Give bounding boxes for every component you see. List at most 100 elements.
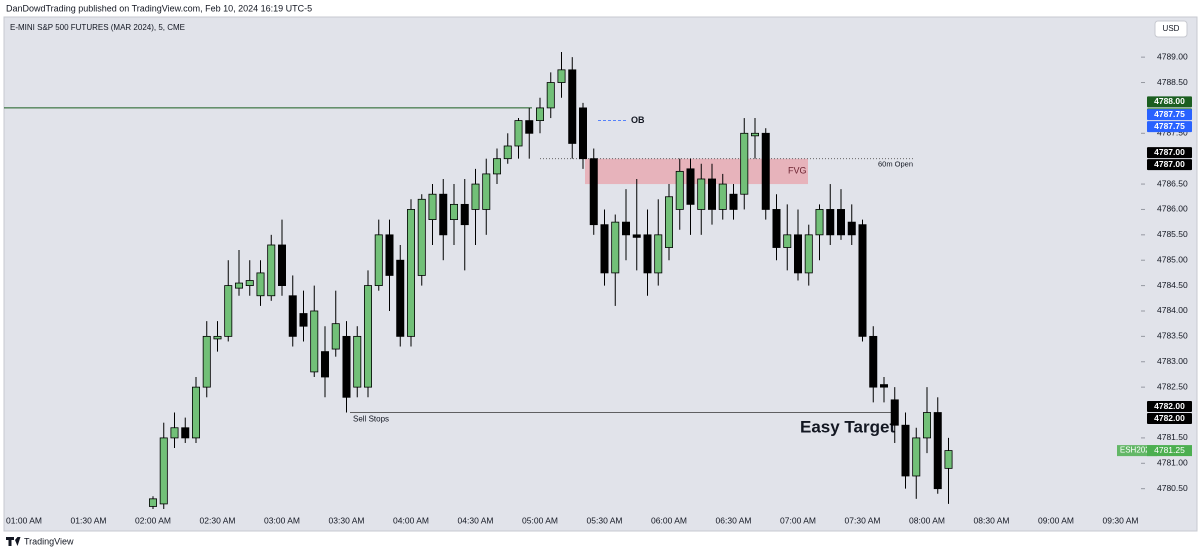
publisher-note: DanDowdTrading published on TradingView.… (6, 3, 312, 13)
y-tick-label: 4786.50 (1157, 178, 1188, 188)
candle-body (632, 234, 641, 238)
candle-body (697, 178, 706, 210)
candle-body (310, 310, 319, 373)
candle-body (665, 196, 674, 248)
y-tick-label: 4784.00 (1157, 305, 1188, 315)
price-label: 4788.00 (1154, 96, 1185, 106)
x-tick-label: 07:00 AM (780, 515, 816, 525)
candle-body (245, 280, 254, 286)
plot-background (4, 17, 1197, 531)
candle-body (740, 132, 749, 195)
price-label-box (1147, 401, 1192, 413)
plot-border (3, 16, 1198, 532)
candle-body (912, 437, 921, 477)
candle-body (579, 107, 588, 160)
candle-body (224, 285, 233, 337)
y-tick-label: 4785.00 (1157, 254, 1188, 264)
fvg-label: FVG (788, 166, 807, 176)
y-tick-label: 4788.50 (1157, 77, 1188, 87)
candle-body (159, 437, 168, 505)
price-label-box (1147, 121, 1192, 133)
x-tick-label: 05:30 AM (587, 515, 623, 525)
candle-body (708, 178, 717, 210)
candle-body (396, 259, 405, 337)
price-label: 4787.75 (1154, 109, 1185, 119)
candle-body (299, 313, 308, 327)
candle-body (406, 209, 415, 337)
x-tick-label: 06:00 AM (651, 515, 687, 525)
candle-body (880, 384, 889, 388)
candle-body (923, 412, 932, 439)
last-price-name: ESH2024 (1120, 446, 1155, 455)
candle-body (417, 198, 426, 276)
last-price-box (1147, 445, 1192, 457)
y-tick-label: 4786.00 (1157, 204, 1188, 214)
sell-stops-label: Sell Stops (353, 415, 389, 424)
candle-body (374, 234, 383, 286)
candle-body (611, 221, 620, 274)
candle-body (492, 158, 501, 175)
candle-body (729, 193, 738, 210)
x-tick-label: 01:30 AM (71, 515, 107, 525)
candle-body (331, 323, 340, 350)
x-tick-label: 05:00 AM (522, 515, 558, 525)
candle-body (320, 351, 329, 378)
x-tick-label: 08:30 AM (974, 515, 1010, 525)
logo-mark (6, 537, 21, 546)
candle-body (525, 120, 534, 134)
x-tick-label: 01:00 AM (6, 515, 42, 525)
candle-body (751, 132, 760, 137)
x-tick-label: 09:00 AM (1038, 515, 1074, 525)
price-label: 4782.00 (1154, 401, 1185, 411)
candle-body (675, 170, 684, 210)
candle-body (170, 427, 179, 439)
currency-button[interactable] (1154, 20, 1188, 38)
candle-body (428, 193, 437, 220)
price-label-box (1147, 109, 1192, 121)
currency-label[interactable]: USD (1163, 24, 1180, 33)
candle-body (363, 285, 372, 388)
fvg-zone (585, 158, 808, 185)
chart-title: E-MINI S&P 500 FUTURES (MAR 2024), 5, CM… (10, 23, 185, 32)
y-tick-label: 4783.50 (1157, 331, 1188, 341)
x-tick-label: 03:00 AM (264, 515, 300, 525)
candle-body (890, 399, 899, 426)
candle-body (589, 158, 598, 226)
target-label: Easy Target (800, 417, 895, 436)
candle-body (600, 224, 609, 274)
candle-body (256, 272, 265, 297)
candle-body (772, 209, 781, 248)
x-tick-label: 09:30 AM (1103, 515, 1139, 525)
y-tick-label: 4782.50 (1157, 381, 1188, 391)
y-tick-label: 4787.50 (1157, 128, 1188, 138)
candle-body (847, 221, 856, 236)
y-tick-label: 4784.50 (1157, 280, 1188, 290)
candle-body (546, 82, 555, 109)
candle-body (234, 282, 243, 289)
x-tick-label: 04:00 AM (393, 515, 429, 525)
price-label: 4787.00 (1154, 147, 1185, 157)
candle-body (826, 209, 835, 236)
open-60m-label: 60m Open (878, 160, 913, 169)
candle-body (514, 120, 523, 147)
candle-body (148, 498, 157, 507)
candle-body (858, 224, 867, 337)
candle-body (482, 173, 491, 210)
candle-body (933, 412, 942, 490)
candle-body (837, 209, 846, 236)
candle-body (944, 450, 953, 469)
x-tick-label: 08:00 AM (909, 515, 945, 525)
candle-body (568, 69, 577, 144)
candle-body (439, 193, 448, 236)
candle-body (622, 221, 631, 236)
x-tick-label: 02:00 AM (135, 515, 171, 525)
last-price-label: 4781.25 (1154, 445, 1185, 455)
brand-logo (6, 537, 21, 546)
y-tick-label: 4783.00 (1157, 356, 1188, 366)
candle-body (385, 234, 394, 276)
price-label-box (1147, 413, 1192, 425)
price-label: 4787.75 (1154, 121, 1185, 131)
candle-body (794, 234, 803, 274)
last-price-name-box (1117, 445, 1157, 457)
